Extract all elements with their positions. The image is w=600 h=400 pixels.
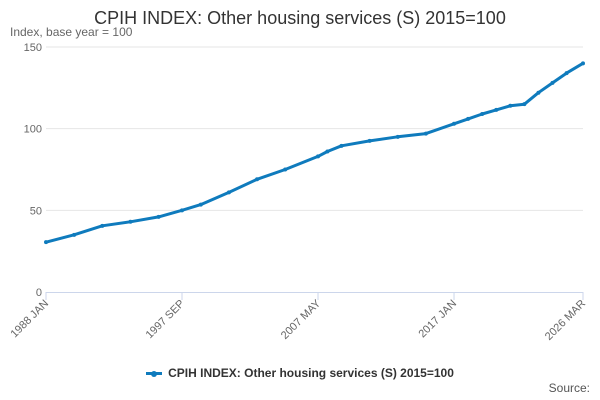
legend-swatch — [146, 370, 163, 377]
data-point[interactable] — [367, 138, 372, 143]
series-line — [44, 61, 585, 244]
data-point[interactable] — [508, 103, 513, 108]
data-point[interactable] — [316, 154, 321, 159]
data-point[interactable] — [283, 167, 288, 172]
y-tick-label: 50 — [30, 205, 42, 217]
data-point[interactable] — [395, 134, 400, 139]
data-point[interactable] — [452, 121, 457, 126]
legend-label: CPIH INDEX: Other housing services (S) 2… — [168, 366, 454, 380]
data-point[interactable] — [339, 143, 344, 148]
data-point[interactable] — [128, 219, 133, 224]
series-group — [44, 61, 585, 245]
data-point[interactable] — [180, 208, 185, 213]
data-point[interactable] — [72, 232, 77, 237]
data-point[interactable] — [325, 149, 330, 154]
grid-lines — [46, 46, 583, 211]
data-point[interactable] — [198, 202, 203, 207]
y-tick-label: 150 — [24, 42, 42, 54]
data-point[interactable] — [255, 177, 260, 182]
data-point[interactable] — [100, 223, 105, 228]
legend[interactable]: CPIH INDEX: Other housing services (S) 2… — [0, 366, 600, 380]
data-point[interactable] — [226, 190, 231, 195]
data-point[interactable] — [480, 111, 485, 116]
data-point[interactable] — [466, 116, 471, 121]
data-point[interactable] — [494, 107, 499, 112]
y-tick-label: 100 — [24, 124, 42, 136]
data-point[interactable] — [44, 240, 48, 245]
x-tick-label: 2007 MAY — [279, 297, 324, 342]
chart-title: CPIH INDEX: Other housing services (S) 2… — [94, 8, 506, 28]
data-point[interactable] — [522, 102, 527, 107]
y-axis-caption: Index, base year = 100 — [10, 25, 133, 39]
data-point[interactable] — [536, 90, 541, 95]
y-axis: 0 50 100 150 — [24, 42, 42, 299]
x-tick-label: 2026 MAR — [543, 298, 588, 343]
data-point[interactable] — [423, 131, 428, 136]
data-point[interactable] — [581, 61, 585, 66]
data-point[interactable] — [564, 71, 569, 76]
data-point[interactable] — [156, 214, 161, 219]
y-tick-label: 0 — [36, 287, 42, 299]
x-axis: 1988 JAN 1997 SEP 2007 MAY 2017 JAN 2026 MAR — [8, 292, 588, 343]
x-tick-label: 1997 SEP — [144, 298, 188, 342]
source-label: Source: — [548, 381, 590, 395]
x-tick-label: 1988 JAN — [8, 298, 51, 341]
x-tick-label: 2017 JAN — [417, 298, 460, 341]
data-point[interactable] — [550, 80, 555, 85]
